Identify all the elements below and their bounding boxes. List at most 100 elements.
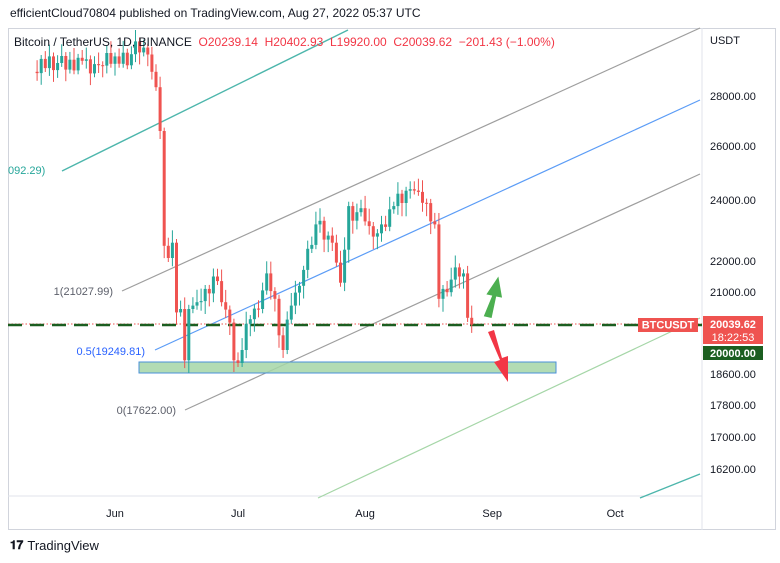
price-tick-5: 21000.00 (710, 287, 756, 299)
candle-body (441, 288, 445, 299)
tradingview-logo-icon: 𝟏𝟕 (10, 538, 24, 552)
price-tick-2: 17800.00 (710, 400, 756, 412)
candle-body (265, 273, 269, 291)
candle-body (330, 235, 334, 243)
support-zone[interactable] (138, 361, 557, 374)
current-price-value: 20039.62 (710, 319, 756, 331)
candle-body (466, 273, 470, 318)
price-tick-6: 22000.00 (710, 256, 756, 268)
candle-body (109, 53, 113, 64)
candle-body (175, 242, 178, 313)
countdown: 18:22:53 (712, 332, 755, 344)
legend-low: L19920.00 (329, 35, 387, 49)
up-arrow (483, 276, 503, 318)
candle-body (35, 71, 39, 74)
candle-body (158, 87, 162, 131)
candles-group (35, 30, 474, 373)
candle-body (421, 191, 424, 203)
candle-body (195, 302, 199, 306)
candle-body (76, 57, 80, 71)
candle-body (134, 41, 137, 55)
candle-body (43, 58, 47, 69)
candle-body (187, 309, 191, 361)
candle-body (129, 54, 133, 66)
candle-body (470, 317, 474, 325)
candle-body (326, 235, 330, 240)
candle-body (170, 242, 174, 258)
legend-high: H20402.93 (264, 35, 324, 49)
fib-label-0: 0(17622.00) (117, 405, 176, 417)
candle-body (449, 279, 453, 293)
price-tick-7: 24000.00 (710, 195, 756, 207)
time-tick-oct: Oct (607, 508, 624, 520)
candle-body (359, 208, 363, 213)
candle-body (179, 309, 183, 313)
candle-body (363, 208, 367, 222)
candle-body (457, 267, 461, 277)
candle-body (445, 288, 449, 293)
candle-body (310, 244, 314, 249)
candle-body (154, 71, 158, 88)
price-axis: 16200.00 17000.00 17800.00 18600.00 21000.00… (710, 91, 756, 476)
candle-body (224, 302, 228, 310)
candle-body (138, 41, 142, 53)
current-price-tag-bg (703, 316, 763, 344)
candle-body (88, 59, 92, 74)
footer-brand: TradingView (27, 538, 99, 553)
candle-body (293, 292, 297, 306)
candle-body (240, 350, 244, 363)
time-tick-sep: Sep (482, 508, 502, 520)
candle-body (117, 56, 121, 64)
candle-body (334, 242, 338, 263)
candle-body (302, 269, 306, 286)
candle-body (453, 267, 457, 280)
candle-body (80, 57, 84, 61)
candle-body (232, 322, 236, 361)
candle-body (47, 56, 51, 69)
down-arrow (488, 330, 508, 382)
price-tick-0: 16200.00 (710, 464, 756, 476)
price-tick-8: 26000.00 (710, 141, 756, 153)
candle-body (162, 131, 166, 246)
candle-body (236, 360, 240, 363)
candle-body (252, 308, 256, 320)
candle-body (380, 224, 383, 234)
candle-body (367, 221, 371, 227)
candle-body (166, 245, 170, 258)
candle-body (146, 47, 150, 55)
candle-body (318, 220, 322, 225)
price-axis-unit: USDT (710, 35, 740, 47)
price-tick-3: 18600.00 (710, 369, 756, 381)
light-green-trendline (317, 317, 701, 499)
price-tick-1: 17000.00 (710, 432, 756, 444)
channel-middle-line (154, 99, 701, 351)
legend-open: O20239.14 (198, 35, 258, 49)
candle-body (142, 47, 146, 53)
time-tick-jun: Jun (106, 508, 124, 520)
candle-body (322, 220, 326, 240)
candle-body (244, 323, 248, 350)
legend-symbol: Bitcoin / TetherUS, 1D, BINANCE (14, 35, 192, 49)
candle-body (228, 309, 232, 323)
level-tag-bg (703, 346, 763, 360)
footer: 𝟏𝟕 TradingView (10, 538, 99, 553)
candle-body (183, 309, 187, 361)
symbol-tag-bg (638, 318, 698, 332)
candle-body (125, 52, 129, 66)
candle-body (277, 298, 281, 336)
candle-body (39, 58, 43, 74)
candle-body (72, 59, 76, 71)
candle-body (388, 209, 392, 227)
candle-body (351, 206, 355, 221)
candle-body (203, 288, 207, 302)
candle-body (375, 233, 379, 237)
price-tick-9: 28000.00 (710, 91, 756, 103)
candle-body (105, 53, 109, 66)
time-tick-aug: Aug (355, 508, 375, 520)
candle-body (437, 224, 441, 299)
candle-body (408, 189, 412, 191)
candle-body (191, 305, 195, 309)
candle-body (216, 276, 219, 282)
teal-trendline (61, 29, 349, 172)
